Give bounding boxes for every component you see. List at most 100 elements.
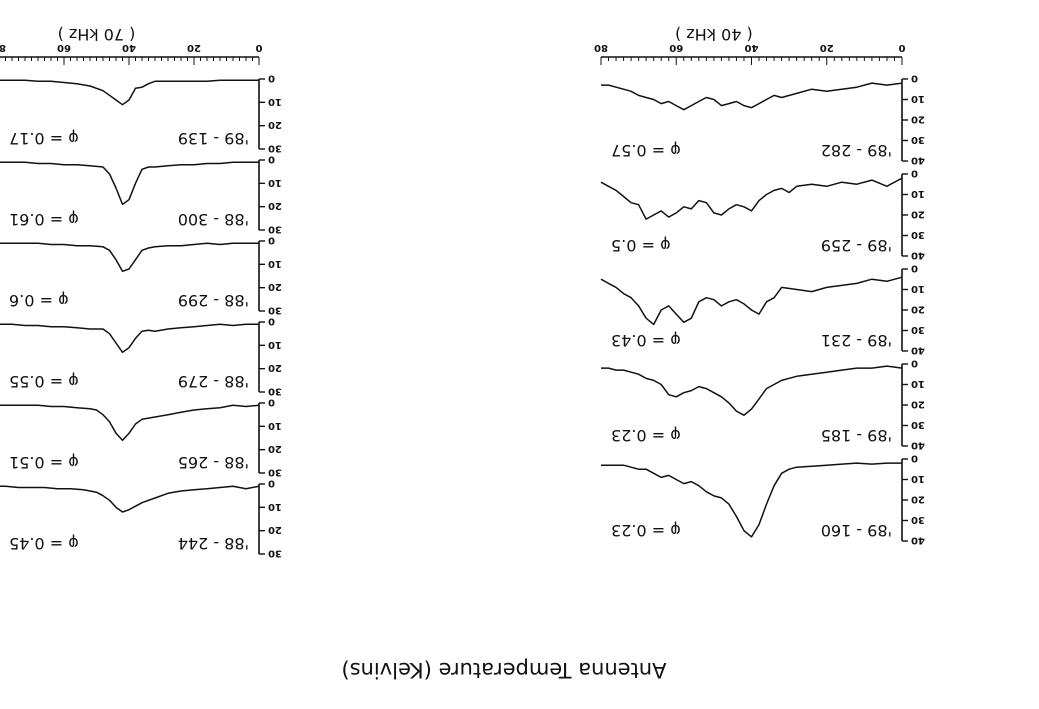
x-axis: 0 20 40 60 80 ( 70 kHz ) bbox=[0, 25, 262, 65]
x-tick-label: 80 bbox=[594, 42, 608, 53]
panel-0: 0 10 20 30 '88 - 244 φ = 0.45 bbox=[0, 478, 282, 559]
y-tick-label: 30 bbox=[268, 143, 282, 154]
panel-1: 0 10 20 30 '88 - 265 φ = 0.51 bbox=[0, 397, 282, 478]
y-axis-label: Antenna Temperature (Kelvins) bbox=[341, 658, 666, 682]
y-tick-label: 0 bbox=[911, 358, 918, 369]
y-tick-label: 40 bbox=[911, 345, 925, 356]
y-tick-label: 0 bbox=[911, 73, 918, 84]
panel-label: '89 - 259 bbox=[821, 236, 892, 255]
panel-phase: φ = 0.57 bbox=[611, 141, 681, 160]
x-axis-caption: ( 40 kHz ) bbox=[675, 25, 753, 44]
y-tick-label: 10 bbox=[268, 96, 282, 107]
y-tick-label: 40 bbox=[911, 250, 925, 261]
right-chart-group: 0 10 20 30 40 '89 - 160 φ = 0.23 0 10 20 30 40 '89 -… bbox=[594, 25, 925, 546]
y-tick-label: 10 bbox=[268, 339, 282, 350]
y-tick-label: 10 bbox=[268, 177, 282, 188]
panel-label: '88 - 265 bbox=[178, 453, 249, 472]
y-tick-label: 10 bbox=[911, 188, 925, 199]
spectrum-line bbox=[0, 161, 259, 206]
panel-label: '88 - 279 bbox=[178, 372, 249, 391]
y-tick-label: 30 bbox=[268, 305, 282, 316]
y-tick-label: 20 bbox=[268, 524, 282, 535]
spectrum-line bbox=[601, 365, 903, 416]
x-tick-label: 80 bbox=[0, 42, 6, 53]
y-tick-label: 20 bbox=[911, 209, 925, 220]
y-tick-label: 20 bbox=[911, 114, 925, 125]
panel-label: '89 - 185 bbox=[821, 426, 892, 445]
panel-phase: φ = 0.6 bbox=[9, 291, 69, 310]
panel-phase: φ = 0.51 bbox=[9, 453, 79, 472]
left-chart-group: 0 10 20 30 '88 - 244 φ = 0.45 0 10 20 30 '88 - 265… bbox=[0, 25, 282, 559]
x-tick-label: 40 bbox=[745, 42, 759, 53]
y-tick-label: 20 bbox=[268, 362, 282, 373]
y-tick-label: 40 bbox=[911, 440, 925, 451]
panel-5: 0 10 20 30 '89 - 139 φ = 0.17 bbox=[0, 73, 282, 154]
y-tick-label: 0 bbox=[268, 154, 275, 165]
y-tick-label: 30 bbox=[911, 134, 925, 145]
spectrum-line bbox=[601, 82, 903, 111]
panel-phase: φ = 0.61 bbox=[9, 210, 79, 229]
y-tick-label: 0 bbox=[268, 73, 275, 84]
y-tick-label: 30 bbox=[268, 224, 282, 235]
spectrum-line bbox=[600, 177, 903, 220]
panel-phase: φ = 0.43 bbox=[611, 331, 681, 350]
panel-phase: φ = 0.55 bbox=[9, 372, 79, 391]
y-tick-label: 30 bbox=[911, 514, 925, 525]
panel-1: 0 10 20 30 40 '89 - 185 φ = 0.23 bbox=[601, 358, 925, 451]
y-tick-label: 10 bbox=[268, 258, 282, 269]
y-tick-label: 0 bbox=[911, 168, 918, 179]
spectrum-line bbox=[0, 242, 259, 273]
y-tick-label: 10 bbox=[911, 93, 925, 104]
panel-phase: φ = 0.5 bbox=[611, 236, 671, 255]
y-tick-label: 30 bbox=[268, 467, 282, 478]
spectrum-line bbox=[0, 323, 259, 354]
panel-phase: φ = 0.45 bbox=[9, 534, 79, 553]
y-tick-label: 0 bbox=[268, 316, 275, 327]
x-tick-label: 0 bbox=[255, 42, 262, 53]
x-tick-label: 20 bbox=[187, 42, 201, 53]
panel-label: '88 - 299 bbox=[178, 291, 249, 310]
x-tick-label: 0 bbox=[898, 42, 905, 53]
panel-label: '89 - 231 bbox=[821, 331, 892, 350]
panel-0: 0 10 20 30 40 '89 - 160 φ = 0.23 bbox=[601, 453, 925, 546]
panel-phase: φ = 0.23 bbox=[611, 426, 681, 445]
spectrum-line bbox=[0, 404, 260, 442]
x-tick-label: 40 bbox=[122, 42, 136, 53]
y-tick-label: 10 bbox=[268, 420, 282, 431]
y-tick-label: 0 bbox=[268, 397, 275, 408]
y-tick-label: 30 bbox=[911, 419, 925, 430]
y-tick-label: 10 bbox=[911, 473, 925, 484]
x-tick-label: 20 bbox=[820, 42, 834, 53]
x-tick-label: 60 bbox=[57, 42, 71, 53]
y-tick-label: 20 bbox=[268, 119, 282, 130]
panel-3: 0 10 20 30 '88 - 299 φ = 0.6 bbox=[0, 235, 282, 316]
spectrum-line bbox=[0, 79, 259, 106]
x-axis: 0 20 40 60 80 ( 40 kHz ) bbox=[594, 25, 905, 65]
y-tick-label: 30 bbox=[911, 324, 925, 335]
panel-2: 0 10 20 30 40 '89 - 231 φ = 0.43 bbox=[600, 263, 925, 356]
panel-phase: φ = 0.17 bbox=[9, 129, 79, 148]
panel-2: 0 10 20 30 '88 - 279 φ = 0.55 bbox=[0, 316, 282, 397]
spectrum-line bbox=[600, 276, 903, 326]
y-tick-label: 0 bbox=[911, 263, 918, 274]
panel-label: '89 - 160 bbox=[821, 521, 892, 540]
panel-4: 0 10 20 30 40 '89 - 282 φ = 0.57 bbox=[601, 73, 925, 166]
y-tick-label: 20 bbox=[911, 399, 925, 410]
panel-label: '89 - 282 bbox=[821, 141, 892, 160]
y-tick-label: 20 bbox=[911, 494, 925, 505]
panel-label: '89 - 139 bbox=[178, 129, 249, 148]
y-tick-label: 10 bbox=[268, 501, 282, 512]
y-tick-label: 40 bbox=[911, 155, 925, 166]
y-tick-label: 10 bbox=[911, 283, 925, 294]
y-tick-label: 30 bbox=[268, 548, 282, 559]
panel-label: '88 - 244 bbox=[178, 534, 249, 553]
spectrum-line bbox=[0, 485, 260, 513]
y-tick-label: 0 bbox=[911, 453, 918, 464]
y-tick-label: 40 bbox=[911, 535, 925, 546]
y-tick-label: 20 bbox=[911, 304, 925, 315]
y-tick-label: 30 bbox=[911, 229, 925, 240]
y-tick-label: 30 bbox=[268, 386, 282, 397]
panel-4: 0 10 20 30 '88 - 300 φ = 0.61 bbox=[0, 154, 282, 235]
y-tick-label: 0 bbox=[268, 478, 275, 489]
